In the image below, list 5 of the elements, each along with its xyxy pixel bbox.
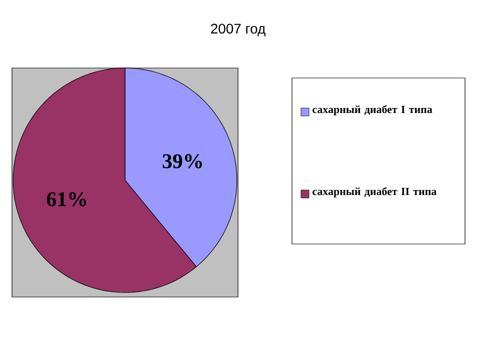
chart-title: 2007 год [211,24,266,36]
data-label: 61% [46,192,86,206]
data-label: 39% [162,154,202,168]
legend-label: сахарный диабет II типа [312,187,436,198]
legend-label: сахарный диабет I типа [312,105,432,116]
